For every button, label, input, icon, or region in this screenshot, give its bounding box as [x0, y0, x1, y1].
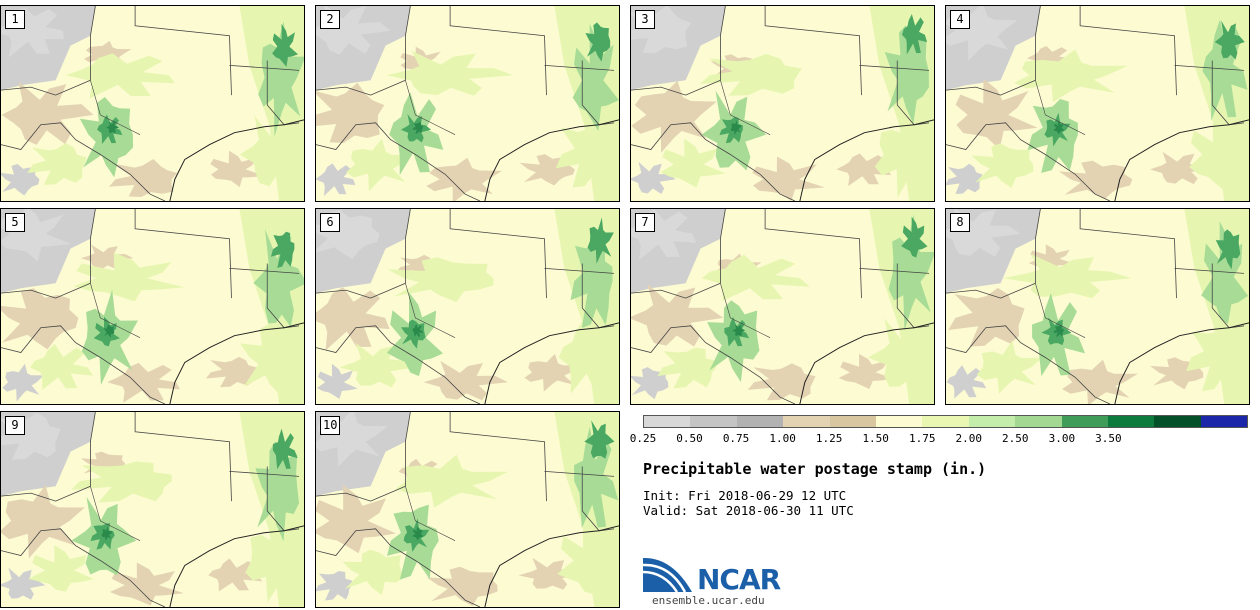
precipitable-water-map	[1, 6, 304, 201]
colorbar-tick-label: 0.75	[722, 432, 750, 445]
colorbar-segment	[1200, 416, 1248, 427]
colorbar-tick-label: 3.50	[1095, 432, 1122, 445]
ncar-logo-text: NCAR	[697, 563, 781, 596]
map-panel: 6	[315, 208, 620, 405]
panel-number-label: 2	[320, 10, 340, 29]
precipitable-water-map	[1, 209, 304, 404]
panel-number-label: 9	[5, 416, 25, 435]
colorbar-segment	[1061, 416, 1108, 427]
colorbar-tick-label: 0.50	[676, 432, 703, 445]
map-panel: 5	[0, 208, 305, 405]
precipitable-water-map	[631, 209, 934, 404]
precipitable-water-map	[946, 6, 1249, 201]
colorbar-tick-label: 3.00	[1048, 432, 1076, 445]
ncar-logo-icon	[642, 557, 692, 593]
map-panel: 1	[0, 5, 305, 202]
colorbar-tick-label: 1.00	[769, 432, 796, 445]
map-panel: 2	[315, 5, 620, 202]
panel-number-label: 3	[635, 10, 655, 29]
init-time: Init: Fri 2018-06-29 12 UTC	[643, 488, 847, 503]
map-panel: 4	[945, 5, 1250, 202]
colorbar-ticks: 0.25 0.50 0.75 1.00 1.25 1.50 1.75 2.00 2.50 3.00…	[630, 432, 1248, 448]
colorbar-tick-label: 2.50	[1002, 432, 1029, 445]
colorbar-segment	[1015, 416, 1062, 427]
colorbar-segment	[968, 416, 1016, 427]
panel-number-label: 8	[950, 213, 970, 232]
map-panel: 9	[0, 411, 305, 608]
precipitable-water-map	[316, 412, 619, 607]
colorbar-segment	[1154, 416, 1201, 427]
colorbar-tick-label: 1.25	[815, 432, 843, 445]
colorbar-segment	[783, 416, 830, 427]
panel-number-label: 5	[5, 213, 25, 232]
panel-number-label: 4	[950, 10, 970, 29]
precipitable-water-map	[946, 209, 1249, 404]
colorbar-segment	[690, 416, 737, 427]
colorbar-segment	[829, 416, 876, 427]
website-link[interactable]: ensemble.ucar.edu	[652, 594, 765, 607]
map-panel: 8	[945, 208, 1250, 405]
colorbar-segment	[736, 416, 784, 427]
map-panel: 7	[630, 208, 935, 405]
colorbar-tick-label: 1.75	[908, 432, 936, 445]
panel-number-label: 10	[320, 416, 341, 435]
precipitable-water-map	[631, 6, 934, 201]
colorbar-tick-label: 1.50	[862, 432, 889, 445]
precipitable-water-map	[1, 412, 304, 607]
colorbar-tick-label: 0.25	[629, 432, 657, 445]
colorbar-segment	[922, 416, 969, 427]
precipitable-water-map	[316, 209, 619, 404]
map-panel: 10	[315, 411, 620, 608]
colorbar	[643, 415, 1248, 428]
valid-time: Valid: Sat 2018-06-30 11 UTC	[643, 503, 854, 518]
map-panel: 3	[630, 5, 935, 202]
colorbar-tick-label: 2.00	[955, 432, 983, 445]
figure-title: Precipitable water postage stamp (in.)	[643, 460, 987, 478]
panel-number-label: 1	[5, 10, 25, 29]
colorbar-segment	[875, 416, 923, 427]
panel-number-label: 6	[320, 213, 340, 232]
colorbar-segment	[644, 416, 691, 427]
colorbar-segment	[1107, 416, 1155, 427]
panel-number-label: 7	[635, 213, 655, 232]
precipitable-water-map	[316, 6, 619, 201]
